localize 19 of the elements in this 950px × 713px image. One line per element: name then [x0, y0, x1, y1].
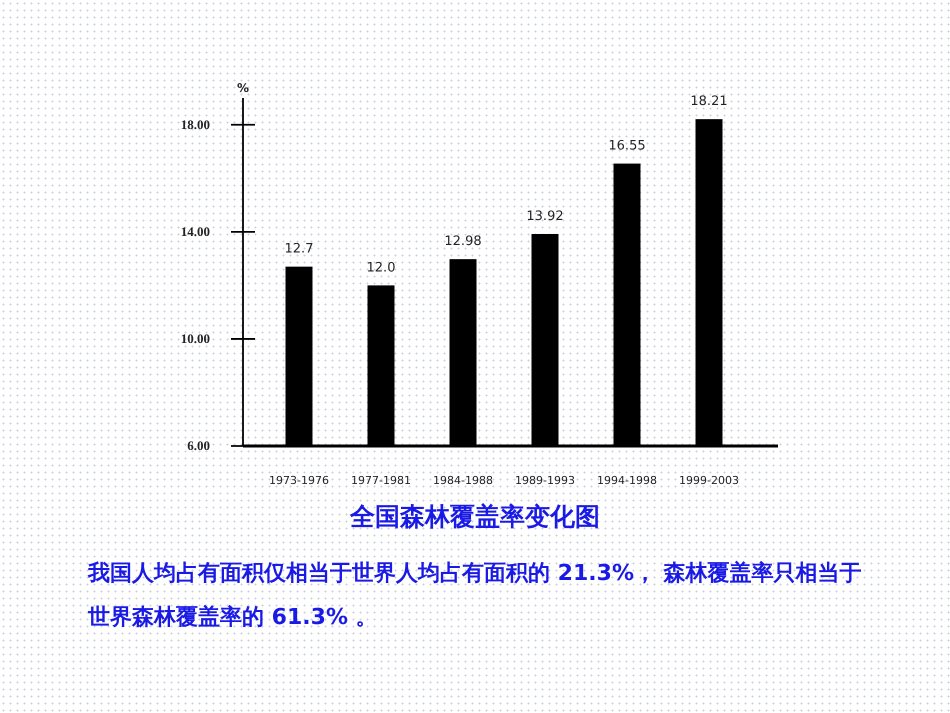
y-axis-title: % — [236, 81, 250, 95]
data-label: 13.92 — [526, 208, 564, 224]
y-tick-label: 14.00 — [180, 224, 210, 239]
x-tick-label: 1973-1976 — [269, 474, 329, 487]
data-label: 12.98 — [444, 234, 482, 250]
y-tick-label: 10.00 — [180, 330, 210, 346]
data-label: 16.55 — [608, 138, 646, 154]
x-tick-label: 1977-1981 — [351, 474, 411, 487]
y-tick-label: 6.00 — [187, 438, 210, 453]
text: 我国人均占有面积仅相当于世界人均占有面积的 21.3%， 森林覆盖率只相当于世界森林覆盖率的 61.3% 。 — [88, 560, 863, 632]
x-tick-label: 1984-1988 — [433, 474, 493, 487]
data-label: 18.21 — [690, 94, 728, 110]
x-tick-label: 1994-1998 — [597, 474, 657, 487]
x-tick-label: 1999-2003 — [679, 474, 739, 487]
text: 全国森林覆盖率变化图 — [348, 501, 601, 533]
data-label: 12.7 — [284, 242, 314, 257]
data-label: 12.0 — [366, 260, 396, 276]
x-tick-label: 1989-1993 — [515, 474, 575, 487]
y-tick-label: 18.00 — [180, 116, 210, 132]
